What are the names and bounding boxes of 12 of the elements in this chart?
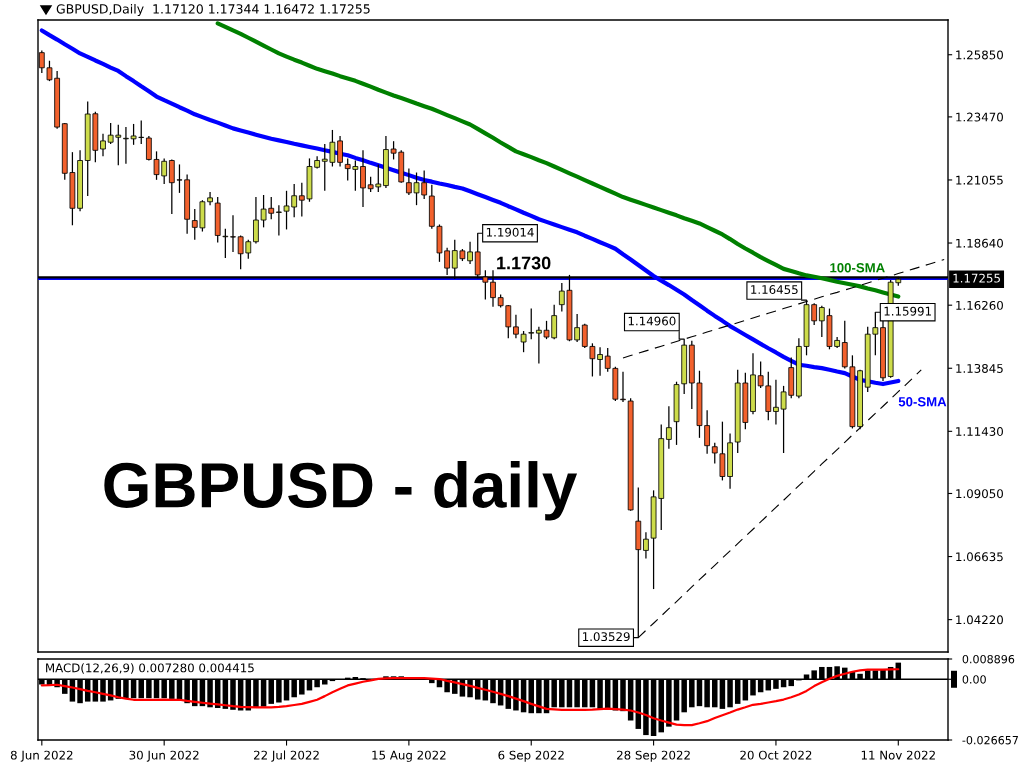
chart-title: MACD(12,26,9) 0.007280 0.004415: [46, 663, 254, 674]
x-tick-label: 30 Jun 2022: [129, 750, 199, 762]
x-tick-label: 22 Jul 2022: [253, 750, 319, 762]
x-tick-label: 20 Oct 2022: [740, 750, 812, 760]
x-tick-label: 15 Aug 2022: [372, 750, 446, 762]
y-tick-label: 0.008896: [962, 654, 1015, 664]
x-tick-label: 11 Nov 2022: [861, 750, 935, 760]
y-tick-label: 0.00: [962, 675, 986, 684]
x-tick-label: 8 Jun 2022: [10, 750, 73, 762]
y-tick-label: -0.026657: [962, 735, 1018, 745]
x-tick-label: 28 Sep 2022: [617, 750, 690, 762]
x-tick-label: 6 Sep 2022: [498, 750, 564, 762]
